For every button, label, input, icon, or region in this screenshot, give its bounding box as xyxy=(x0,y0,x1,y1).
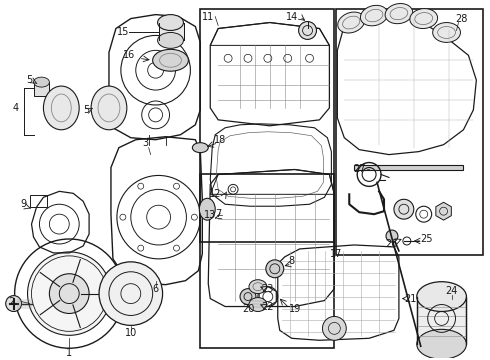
Text: 24: 24 xyxy=(445,285,458,296)
Circle shape xyxy=(27,252,111,335)
Ellipse shape xyxy=(199,198,215,220)
Ellipse shape xyxy=(385,4,413,24)
Text: 7: 7 xyxy=(215,209,221,219)
Text: 11: 11 xyxy=(202,12,215,22)
Circle shape xyxy=(99,262,163,325)
Circle shape xyxy=(266,260,284,278)
Ellipse shape xyxy=(44,86,79,130)
Text: 28: 28 xyxy=(455,14,467,23)
Ellipse shape xyxy=(193,143,208,153)
Bar xyxy=(354,165,464,171)
Ellipse shape xyxy=(338,12,365,33)
Ellipse shape xyxy=(33,77,49,87)
Text: 27: 27 xyxy=(353,165,366,175)
Ellipse shape xyxy=(158,32,183,48)
Circle shape xyxy=(394,199,414,219)
Ellipse shape xyxy=(417,329,466,359)
Bar xyxy=(33,82,49,96)
Bar xyxy=(417,297,466,344)
Ellipse shape xyxy=(433,23,461,42)
Circle shape xyxy=(386,230,398,242)
Text: 15: 15 xyxy=(117,27,129,37)
Bar xyxy=(29,195,48,207)
Bar xyxy=(159,23,184,40)
Text: 6: 6 xyxy=(152,284,159,294)
Ellipse shape xyxy=(91,86,127,130)
Circle shape xyxy=(298,22,317,39)
Text: 5: 5 xyxy=(83,105,89,115)
Circle shape xyxy=(240,289,256,305)
Text: 10: 10 xyxy=(124,328,137,338)
Circle shape xyxy=(49,274,89,314)
Text: 13: 13 xyxy=(204,210,217,220)
Text: 9: 9 xyxy=(21,199,26,209)
Text: 18: 18 xyxy=(214,135,226,145)
Text: 25: 25 xyxy=(420,234,433,244)
Text: 5: 5 xyxy=(26,75,33,85)
Text: 8: 8 xyxy=(289,256,294,266)
Ellipse shape xyxy=(249,298,267,311)
Text: 23: 23 xyxy=(262,284,274,294)
Text: 14: 14 xyxy=(286,12,298,22)
Ellipse shape xyxy=(410,9,438,28)
Text: 16: 16 xyxy=(122,50,135,60)
Bar xyxy=(200,175,334,348)
Text: 21: 21 xyxy=(405,293,417,303)
Text: 3: 3 xyxy=(143,138,149,148)
Circle shape xyxy=(322,316,346,340)
Circle shape xyxy=(6,296,22,311)
Text: 1: 1 xyxy=(66,348,73,358)
Polygon shape xyxy=(436,202,451,220)
Text: 20: 20 xyxy=(242,303,254,314)
Ellipse shape xyxy=(361,5,388,26)
Bar xyxy=(336,9,483,255)
Ellipse shape xyxy=(158,15,183,31)
Text: 17: 17 xyxy=(330,249,343,259)
Text: 4: 4 xyxy=(13,103,19,113)
Text: 19: 19 xyxy=(289,303,301,314)
Bar xyxy=(200,9,334,242)
Ellipse shape xyxy=(417,282,466,311)
Ellipse shape xyxy=(249,280,267,294)
Text: 12: 12 xyxy=(209,189,221,199)
Text: 2: 2 xyxy=(8,297,15,307)
Ellipse shape xyxy=(153,49,188,71)
Text: 26: 26 xyxy=(385,239,397,249)
Text: 22: 22 xyxy=(262,302,274,311)
